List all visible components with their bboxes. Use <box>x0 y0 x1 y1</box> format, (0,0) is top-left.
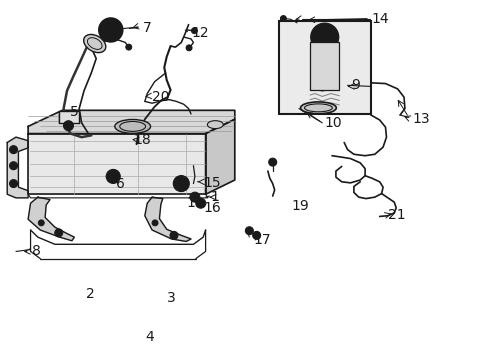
Circle shape <box>99 18 122 42</box>
Circle shape <box>63 121 73 131</box>
Circle shape <box>10 162 18 170</box>
Bar <box>309 42 339 90</box>
Circle shape <box>191 28 197 33</box>
Text: 14: 14 <box>371 12 389 26</box>
Circle shape <box>102 22 119 38</box>
Circle shape <box>38 220 44 226</box>
Text: 17: 17 <box>253 233 270 247</box>
Circle shape <box>252 231 260 239</box>
Bar <box>59 111 79 123</box>
Text: 1: 1 <box>210 190 219 204</box>
Polygon shape <box>28 111 234 134</box>
Polygon shape <box>28 197 74 241</box>
Circle shape <box>319 32 329 42</box>
Circle shape <box>189 192 200 202</box>
Text: 6: 6 <box>116 176 124 190</box>
Circle shape <box>173 176 189 192</box>
Text: 13: 13 <box>411 112 429 126</box>
Polygon shape <box>205 119 234 194</box>
Ellipse shape <box>300 102 336 114</box>
Text: 4: 4 <box>144 330 153 344</box>
Polygon shape <box>28 134 205 194</box>
Ellipse shape <box>83 35 105 53</box>
Text: 20: 20 <box>152 90 169 104</box>
Text: 8: 8 <box>31 244 41 258</box>
Circle shape <box>106 26 115 34</box>
Text: 12: 12 <box>191 26 208 40</box>
Text: 3: 3 <box>166 291 175 305</box>
Circle shape <box>152 220 158 226</box>
Circle shape <box>10 180 18 188</box>
Bar <box>278 21 370 114</box>
Text: 16: 16 <box>203 201 221 215</box>
Circle shape <box>55 229 62 237</box>
Ellipse shape <box>115 120 150 133</box>
Text: 11: 11 <box>186 196 203 210</box>
Text: 10: 10 <box>324 116 342 130</box>
Text: 7: 7 <box>142 21 151 35</box>
Text: 15: 15 <box>203 176 221 190</box>
Text: 5: 5 <box>69 105 78 119</box>
Polygon shape <box>7 137 28 198</box>
Text: 18: 18 <box>133 133 151 147</box>
Circle shape <box>268 158 276 166</box>
Circle shape <box>314 27 334 47</box>
Ellipse shape <box>207 121 223 129</box>
Circle shape <box>195 198 205 208</box>
Circle shape <box>170 231 178 239</box>
Text: 19: 19 <box>290 199 308 213</box>
Text: 2: 2 <box>86 287 95 301</box>
Text: 21: 21 <box>387 208 405 222</box>
Circle shape <box>186 45 192 51</box>
Circle shape <box>10 146 18 154</box>
Polygon shape <box>144 197 191 242</box>
Text: 9: 9 <box>351 78 360 92</box>
Circle shape <box>245 227 253 235</box>
Circle shape <box>125 44 131 50</box>
Circle shape <box>106 170 120 183</box>
Circle shape <box>310 23 338 51</box>
Circle shape <box>280 15 286 22</box>
